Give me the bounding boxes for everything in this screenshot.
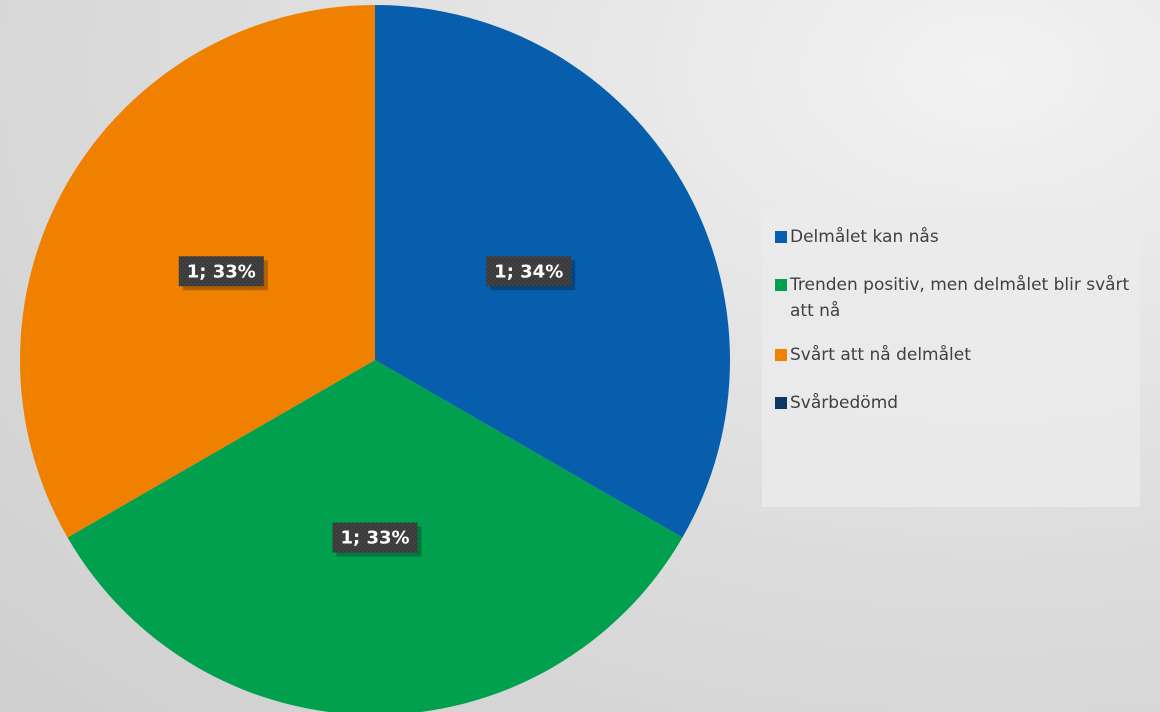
legend-entry: Delmålet kan nås <box>775 224 1130 250</box>
legend-entry: Svårt att nå delmålet <box>775 342 1130 368</box>
legend-swatch <box>775 349 787 361</box>
data-label-box <box>486 256 572 287</box>
legend-label: Svårt att nå delmålet <box>790 345 971 365</box>
legend-label: Trenden positiv, men delmålet blir svårt… <box>790 275 1130 321</box>
legend-entry: Trenden positiv, men delmålet blir svårt… <box>775 272 1130 324</box>
data-label: 1; 33% <box>178 256 268 291</box>
legend-entry: Svårbedömd <box>775 390 1130 416</box>
data-label-box <box>178 256 264 287</box>
data-label: 1; 33% <box>332 522 422 557</box>
data-label: 1; 34% <box>486 256 576 291</box>
legend: Delmålet kan nås Trenden positiv, men del… <box>762 210 1140 507</box>
data-label-box <box>332 522 418 553</box>
data-label-text: 1; 33% <box>340 528 409 549</box>
legend-swatch <box>775 279 787 291</box>
legend-label: Svårbedömd <box>790 393 899 413</box>
data-label-text: 1; 33% <box>187 261 256 282</box>
data-label-text: 1; 34% <box>494 261 563 282</box>
legend-swatch <box>775 231 787 243</box>
legend-swatch <box>775 397 787 409</box>
legend-label: Delmålet kan nås <box>790 227 939 247</box>
